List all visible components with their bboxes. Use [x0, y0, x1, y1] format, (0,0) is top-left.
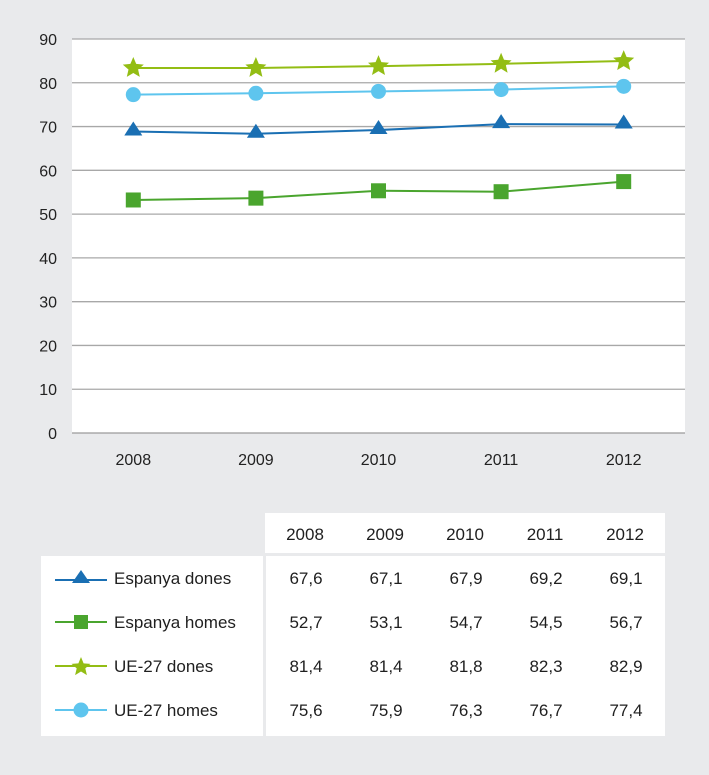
data-point-star: [613, 50, 635, 70]
y-tick-label: 50: [39, 207, 57, 224]
data-point-square: [248, 190, 264, 206]
table-cell: 67,6: [289, 569, 323, 588]
table-cell: 69,2: [529, 569, 563, 588]
data-point-circle: [616, 78, 632, 94]
data-point-triangle: [246, 123, 265, 138]
data-point-circle: [125, 87, 141, 103]
table-cell: 54,5: [529, 613, 563, 632]
table-cell: 82,3: [529, 657, 563, 676]
legend-label-ue27-homes: UE-27 homes: [114, 701, 218, 720]
square-icon: [55, 615, 107, 629]
data-point-triangle: [492, 114, 511, 129]
table-cell: 69,1: [609, 569, 643, 588]
circle-icon: [55, 702, 107, 718]
y-tick-label: 80: [39, 76, 57, 93]
table-cell: 81,4: [289, 657, 323, 676]
x-tick-label: 2012: [606, 452, 642, 469]
x-tick-label: 2011: [484, 452, 519, 469]
triangle-icon: [55, 570, 107, 583]
y-tick-label: 30: [39, 295, 57, 312]
values-column: 67,6 67,1 67,9 69,2 69,1 52,7 53,1 54,7 …: [266, 556, 665, 736]
table-cell: 76,7: [529, 701, 563, 720]
data-point-star: [122, 57, 144, 77]
data-point-star: [490, 52, 512, 73]
table-header-2010: 2010: [446, 525, 484, 544]
table-header-row: 2008 2009 2010 2011 2012: [265, 513, 665, 553]
legend-label-ue27-dones: UE-27 dones: [114, 657, 214, 676]
y-tick-label: 40: [39, 251, 57, 268]
plot-area: [72, 39, 685, 433]
x-tick-label: 2009: [238, 452, 274, 469]
x-tick-label: 2008: [116, 452, 152, 469]
star-icon: [55, 657, 107, 676]
table-cell: 81,4: [369, 657, 403, 676]
y-tick-label: 60: [39, 163, 57, 180]
table-cell: 67,9: [449, 569, 483, 588]
table-cell: 52,7: [289, 613, 323, 632]
y-tick-label: 10: [39, 382, 57, 399]
table-header-2012: 2012: [606, 525, 644, 544]
data-point-square: [371, 183, 386, 199]
table-cell: 82,9: [609, 657, 643, 676]
data-point-circle: [248, 85, 264, 101]
legend-label-espanya-dones: Espanya dones: [114, 569, 232, 588]
table-cell: 77,4: [609, 701, 643, 720]
data-point-triangle: [614, 114, 633, 129]
table-cell: 56,7: [609, 613, 643, 632]
data-point-square: [493, 184, 509, 200]
table-cell: 76,3: [449, 701, 483, 720]
legend-label-espanya-homes: Espanya homes: [114, 613, 236, 632]
table-header-2008: 2008: [286, 525, 324, 544]
table-cell: 75,9: [369, 701, 403, 720]
data-point-triangle: [369, 120, 388, 135]
data-point-triangle: [124, 121, 143, 136]
table-cell: 81,8: [449, 657, 483, 676]
table-header-2009: 2009: [366, 525, 404, 544]
data-point-square: [616, 174, 632, 190]
y-tick-label: 70: [39, 120, 57, 137]
table-cell: 67,1: [369, 569, 403, 588]
data-point-square: [125, 192, 141, 208]
table-cell: 53,1: [369, 613, 403, 632]
legend-column: Espanya dones Espanya homes UE-27 dones …: [41, 556, 263, 736]
data-point-star: [368, 55, 389, 75]
y-tick-label: 90: [39, 32, 57, 49]
line-chart: 0 10 20 30 40 50 60 70 80 90 2008 2009 2010 2011 2012: [39, 32, 685, 469]
data-point-circle: [371, 83, 386, 99]
table-cell: 75,6: [289, 701, 323, 720]
table-cell: 54,7: [449, 613, 483, 632]
table-header-2011: 2011: [526, 525, 564, 544]
x-tick-label: 2010: [361, 452, 397, 469]
data-point-circle: [493, 82, 509, 98]
data-point-star: [245, 57, 267, 77]
y-tick-label: 20: [39, 338, 57, 355]
y-tick-label: 0: [48, 426, 57, 443]
